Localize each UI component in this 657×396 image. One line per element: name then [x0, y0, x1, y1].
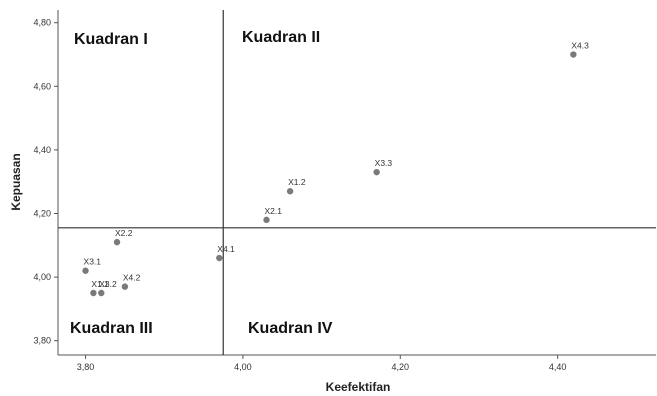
axes: 3,80 4,00 4,20 4,40 4,60 4,80 3,80 4,00 4,20 4,40 — [33, 10, 656, 372]
data-point-label: X4.3 — [571, 41, 589, 51]
quadrant-label-4: Kuadran IV — [248, 320, 333, 337]
data-point-label: X2.1 — [265, 206, 283, 216]
data-point-label: X1.2 — [288, 177, 306, 187]
x-tick-label: 4,00 — [234, 362, 252, 372]
data-point — [373, 169, 379, 175]
data-point-label: X4.2 — [123, 273, 141, 283]
data-point — [287, 188, 293, 194]
data-point — [263, 217, 269, 223]
x-tick-label: 4,20 — [392, 362, 410, 372]
quadrant-label-3: Kuadran III — [70, 320, 153, 337]
y-tick-label: 4,40 — [33, 145, 51, 155]
data-point — [90, 290, 96, 296]
x-tick-label: 3,80 — [77, 362, 95, 372]
data-point-label: X2.2 — [115, 228, 133, 238]
x-tick-label: 4,40 — [549, 362, 567, 372]
data-point-label: X4.1 — [217, 244, 235, 254]
quadrant-dividers — [58, 10, 656, 355]
data-point-label: X3.1 — [84, 257, 102, 267]
data-points: X1.1X1.2X2.1X2.2X3.1X3.2X3.3X4.1X4.2X4.3 — [82, 41, 589, 297]
x-axis-title: Keefektifan — [326, 380, 391, 394]
quadrant-label-1: Kuadran I — [74, 31, 148, 48]
y-tick-label: 4,20 — [33, 209, 51, 219]
data-point-label: X3.2 — [99, 279, 117, 289]
y-tick-label: 4,60 — [33, 81, 51, 91]
y-tick-label: 4,00 — [33, 272, 51, 282]
y-tick-label: 3,80 — [33, 336, 51, 346]
quadrant-label-2: Kuadran II — [242, 29, 320, 46]
data-point-label: X3.3 — [375, 158, 393, 168]
data-point — [570, 51, 576, 57]
data-point — [82, 268, 88, 274]
y-axis-title: Kepuasan — [9, 153, 23, 210]
y-tick-label: 4,80 — [33, 18, 51, 28]
data-point — [98, 290, 104, 296]
data-point — [114, 239, 120, 245]
data-point — [122, 283, 128, 289]
data-point — [216, 255, 222, 261]
